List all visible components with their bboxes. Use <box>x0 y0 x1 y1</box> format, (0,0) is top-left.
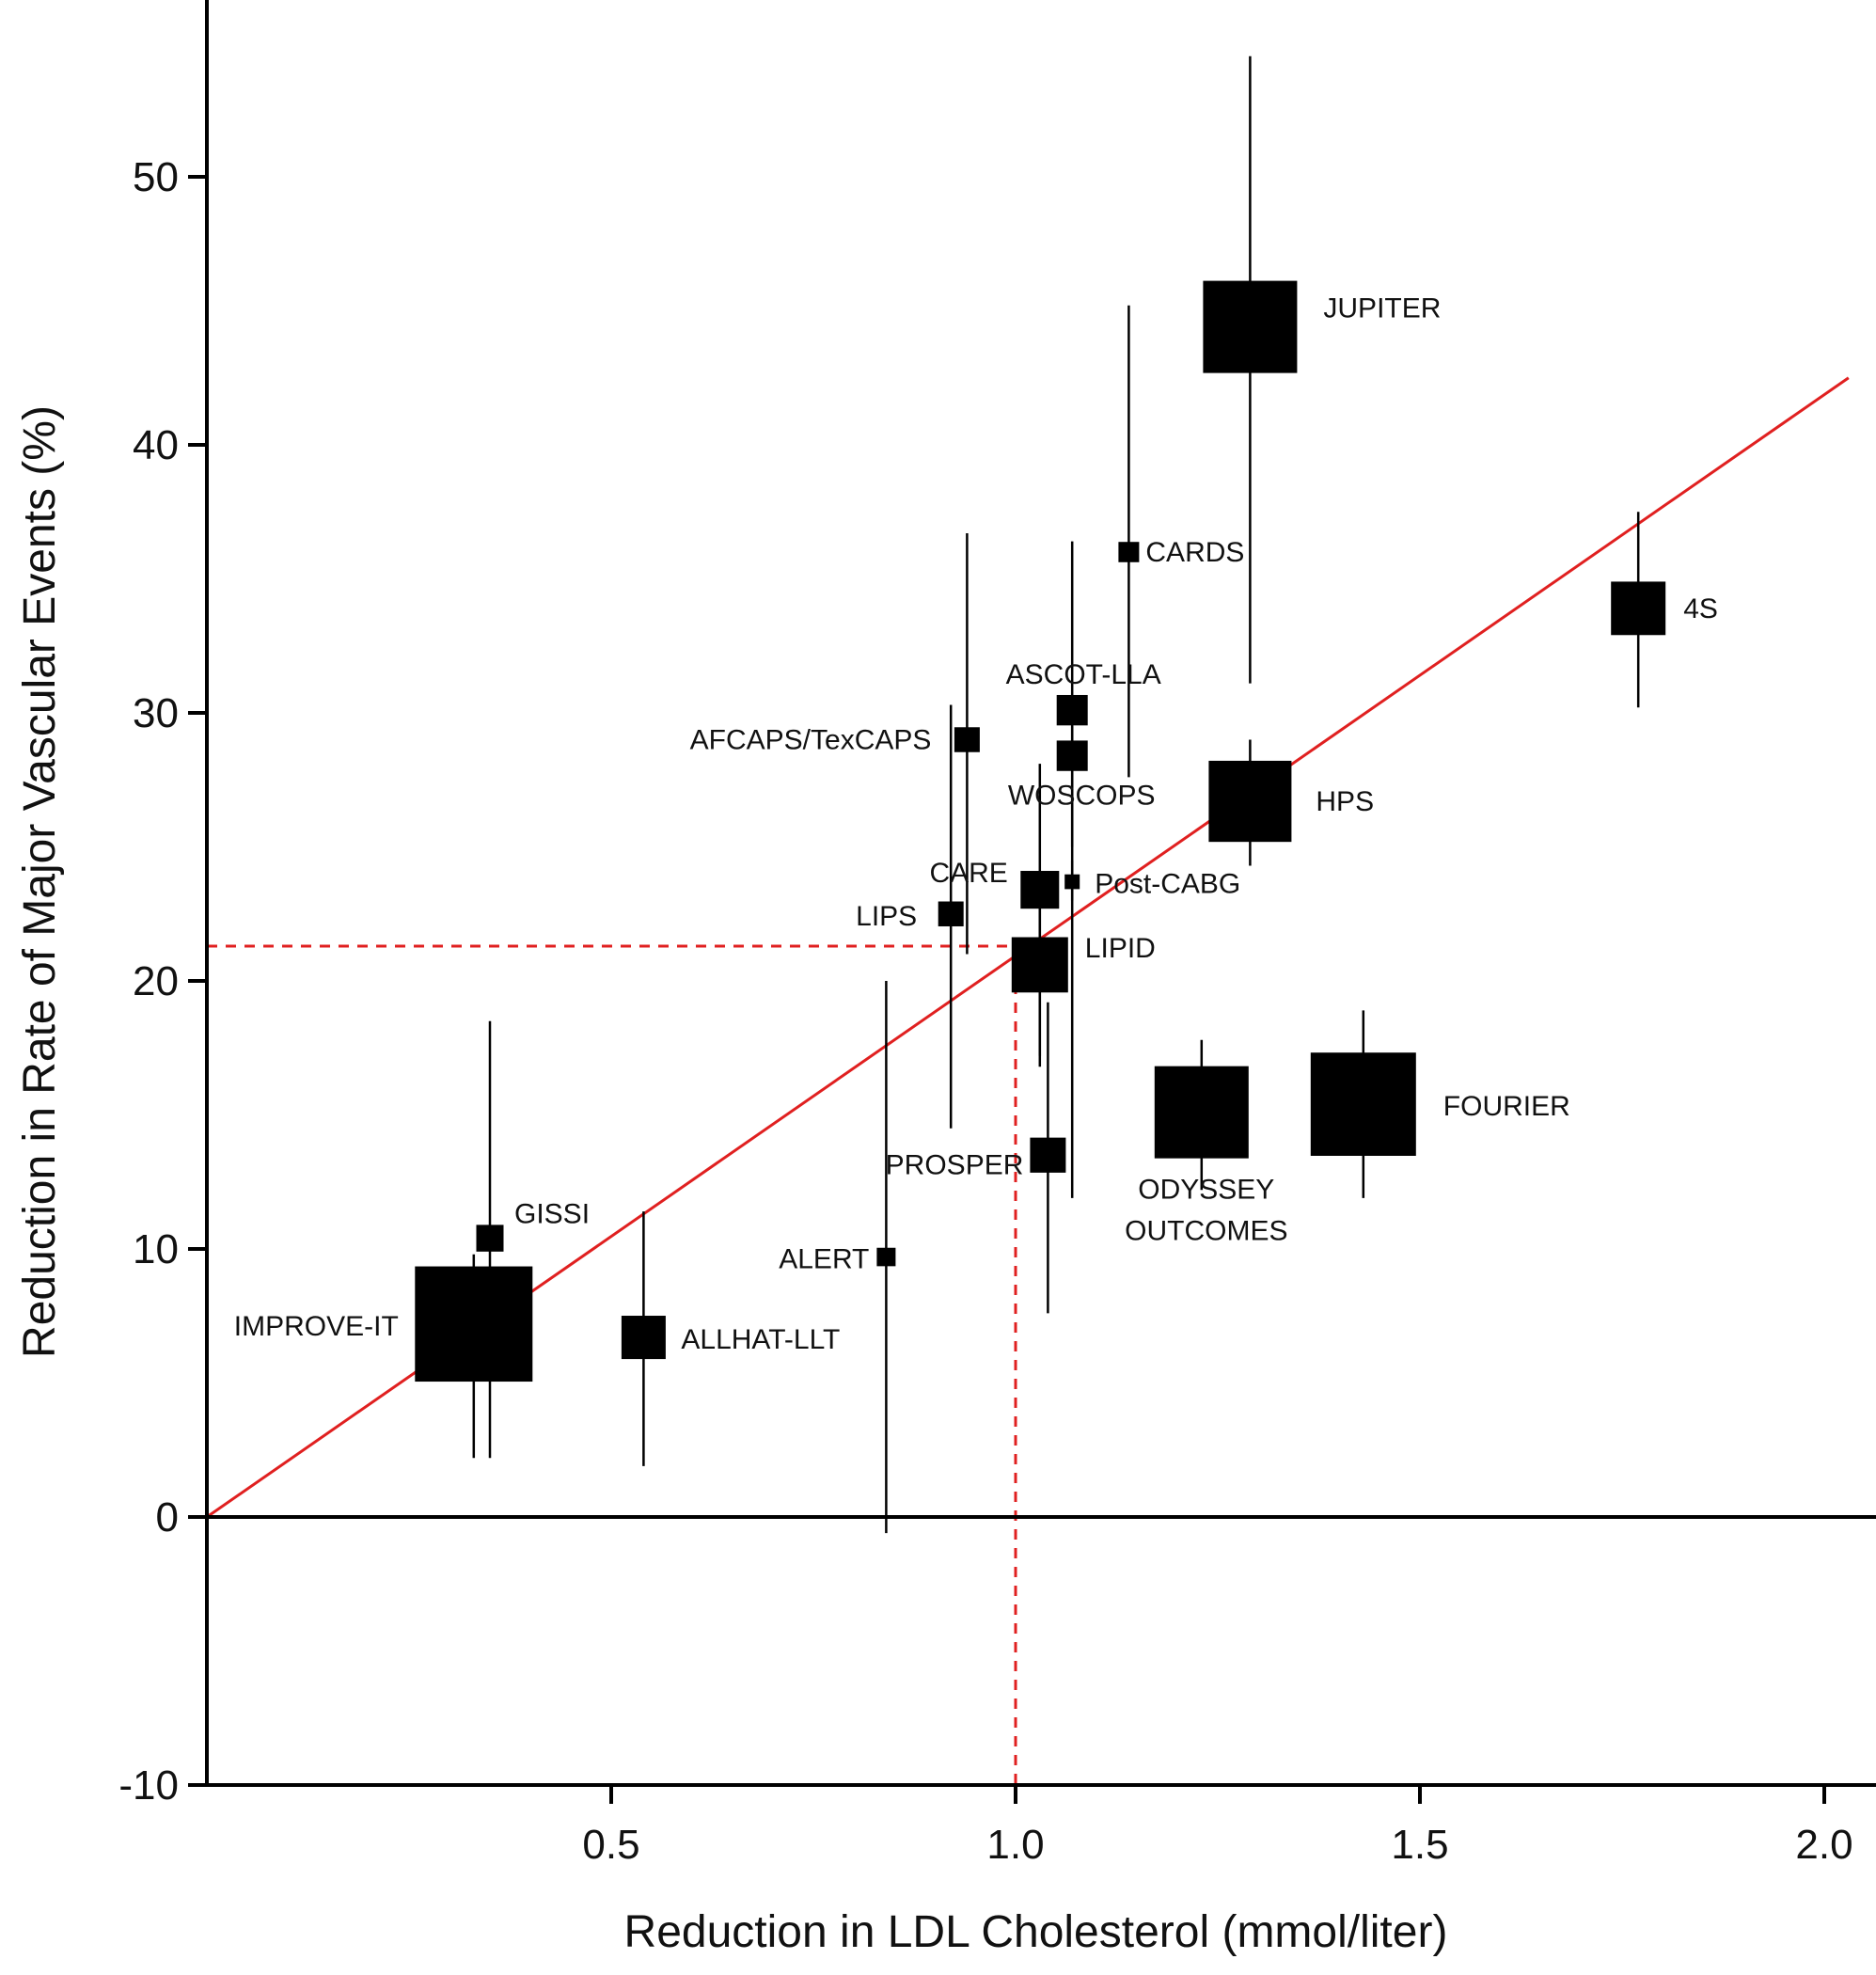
marker-alert <box>876 1247 896 1267</box>
y-tick-label: -10 <box>118 1762 179 1809</box>
trial-label-jupiter: JUPITER <box>1323 293 1441 324</box>
trial-label-fourier: FOURIER <box>1443 1091 1570 1122</box>
y-tick-label: 50 <box>133 154 179 200</box>
marker-lips <box>938 901 964 926</box>
trial-label-care: CARE <box>929 858 1007 889</box>
marker-4s <box>1611 581 1666 636</box>
trial-label-ascot-lla: ASCOT-LLA <box>1006 659 1161 690</box>
marker-ascot-lla <box>1056 694 1088 726</box>
marker-woscops <box>1056 740 1088 771</box>
trial-label-prosper: PROSPER <box>886 1149 1024 1180</box>
x-tick-label: 2.0 <box>1795 1822 1852 1868</box>
marker-gissi <box>476 1224 504 1252</box>
y-tick-label: 10 <box>133 1226 179 1272</box>
marker-afcaps-texcaps <box>954 727 980 752</box>
tick-labels: -10 0 10 20 30 40 50 0.5 1.0 1.5 2.0 <box>118 154 1852 1868</box>
x-tick-label: 0.5 <box>582 1822 639 1868</box>
y-axis-title: Reduction in Rate of Major Vascular Even… <box>15 405 65 1358</box>
trial-label-cards: CARDS <box>1145 537 1244 568</box>
marker-hps <box>1208 760 1292 843</box>
reference-guides <box>207 944 1017 1785</box>
trial-label-alert: ALERT <box>779 1244 869 1275</box>
trial-label-gissi: GISSI <box>514 1199 590 1230</box>
marker-prosper <box>1030 1137 1066 1173</box>
marker-improve-it <box>415 1266 533 1382</box>
trial-label-post-cabg: Post-CABG <box>1095 869 1240 900</box>
axes <box>188 0 1876 1804</box>
x-tick-label: 1.0 <box>986 1822 1044 1868</box>
marker-care <box>1020 871 1060 909</box>
trial-label-odyssey-outcomes: ODYSSEY <box>1138 1175 1274 1206</box>
trial-label-lipid: LIPID <box>1085 933 1156 964</box>
trial-label-improve-it: IMPROVE-IT <box>234 1311 399 1342</box>
trial-labels: JUPITER CARDS 4S ASCOT-LLA WOSCOPS AFCAPS/Tex… <box>234 293 1718 1355</box>
marker-post-cabg <box>1064 874 1080 890</box>
marker-fourier <box>1310 1052 1416 1156</box>
marker-lipid <box>1011 937 1068 993</box>
trial-label-woscops: WOSCOPS <box>1008 781 1156 812</box>
y-tick-label: 0 <box>156 1494 179 1540</box>
marker-allhat-llt <box>621 1316 666 1360</box>
marker-odyssey-outcomes <box>1154 1066 1249 1159</box>
y-tick-label: 20 <box>133 958 179 1004</box>
trial-markers <box>415 280 1666 1382</box>
trial-label-afcaps-texcaps: AFCAPS/TexCAPS <box>690 725 932 756</box>
x-axis-title: Reduction in LDL Cholesterol (mmol/liter… <box>624 1907 1448 1957</box>
trial-label-hps: HPS <box>1316 786 1374 817</box>
trial-label-lips: LIPS <box>856 901 917 932</box>
marker-jupiter <box>1203 280 1298 373</box>
y-tick-label: 30 <box>133 690 179 736</box>
x-tick-label: 1.5 <box>1391 1822 1448 1868</box>
marker-cards <box>1118 542 1140 562</box>
y-tick-label: 40 <box>133 422 179 468</box>
trial-label-allhat-llt: ALLHAT-LLT <box>681 1324 840 1355</box>
trial-label-4s: 4S <box>1683 593 1718 624</box>
trial-label-odyssey-outcomes: OUTCOMES <box>1125 1216 1287 1247</box>
